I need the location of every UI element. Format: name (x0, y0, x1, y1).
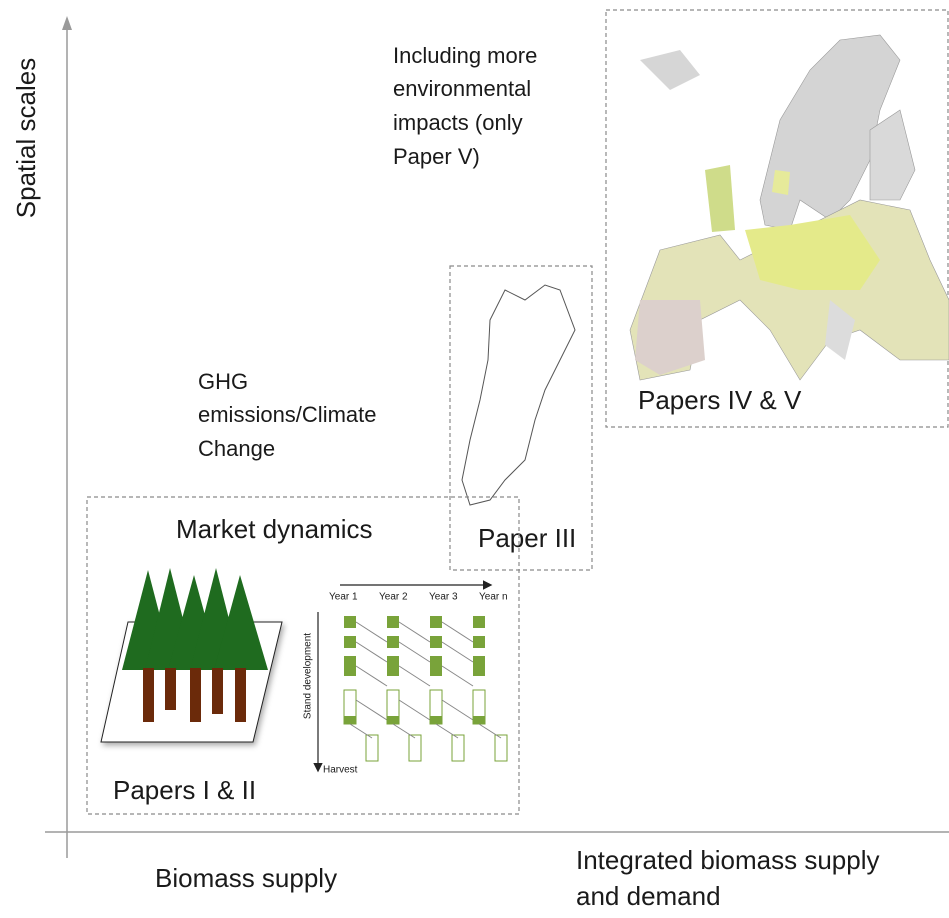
annotation: Change (198, 436, 275, 461)
stand-cell (430, 716, 442, 724)
stand-cell (430, 636, 442, 648)
stand-cell (365, 734, 379, 762)
stand-cell (392, 723, 416, 739)
axis-label: Stand development (303, 633, 314, 719)
stand-cell (430, 656, 442, 676)
annotation: Including more (393, 43, 537, 68)
stand-cell (430, 616, 442, 628)
annotation: GHG (198, 369, 248, 394)
forest-icon (100, 568, 283, 743)
year-label: Year 1 (329, 592, 358, 603)
stand-cell (344, 716, 356, 724)
stand-cell (387, 616, 399, 628)
europe-map: Papers IV & V (629, 34, 949, 415)
x-axis-label: and demand (576, 881, 721, 911)
stand-cell (398, 699, 431, 721)
sweden-map (461, 284, 576, 506)
stand-cell (344, 616, 356, 628)
stand-cell (398, 641, 431, 663)
annotation: emissions/Climate (198, 402, 377, 427)
y-axis-label: Spatial scales (11, 58, 41, 218)
stand-cell (408, 734, 422, 762)
stand-cell (441, 699, 474, 721)
europe-box (605, 9, 949, 428)
stand-cell (355, 621, 388, 643)
stand-cell (355, 641, 388, 663)
stand-cell (473, 716, 485, 724)
stand-cell (387, 636, 399, 648)
box-label: Papers IV & V (638, 385, 802, 415)
x-axis-label: Integrated biomass supply (576, 845, 880, 875)
stand-cell (355, 699, 388, 721)
sweden-box (449, 265, 593, 571)
stand-cell (344, 656, 356, 676)
year-label: Year 2 (379, 592, 408, 603)
local-box (86, 496, 520, 815)
stand-cell (494, 734, 508, 762)
x-axis-label: Biomass supply (155, 863, 337, 893)
stand-cell (478, 723, 502, 739)
stand-cell (441, 665, 474, 687)
stand-cell (349, 723, 373, 739)
stand-diagram: Year 1 Year 2 Year 3 Year n Stand develo… (303, 580, 508, 776)
stand-cell (441, 621, 474, 643)
stand-cell (344, 636, 356, 648)
stand-cell (473, 616, 485, 628)
stand-cell (387, 716, 399, 724)
stand-cell (387, 656, 399, 676)
stand-cell (441, 641, 474, 663)
stand-cell (473, 636, 485, 648)
stand-cell (473, 656, 485, 676)
stand-cell (435, 723, 459, 739)
annotation: environmental (393, 76, 531, 101)
year-label: Year 3 (429, 592, 458, 603)
annotation: impacts (only (393, 110, 523, 135)
year-label: Year n (479, 592, 508, 603)
axis-label: Harvest (323, 765, 358, 776)
y-axis-arrow (62, 16, 72, 30)
stand-cell (451, 734, 465, 762)
stand-cell (398, 621, 431, 643)
annotation: Paper V) (393, 144, 480, 169)
box-label: Papers I & II (113, 775, 256, 805)
stand-cell (355, 665, 388, 687)
box-title: Market dynamics (176, 514, 373, 544)
stand-cell (398, 665, 431, 687)
box-label: Paper III (478, 523, 576, 553)
